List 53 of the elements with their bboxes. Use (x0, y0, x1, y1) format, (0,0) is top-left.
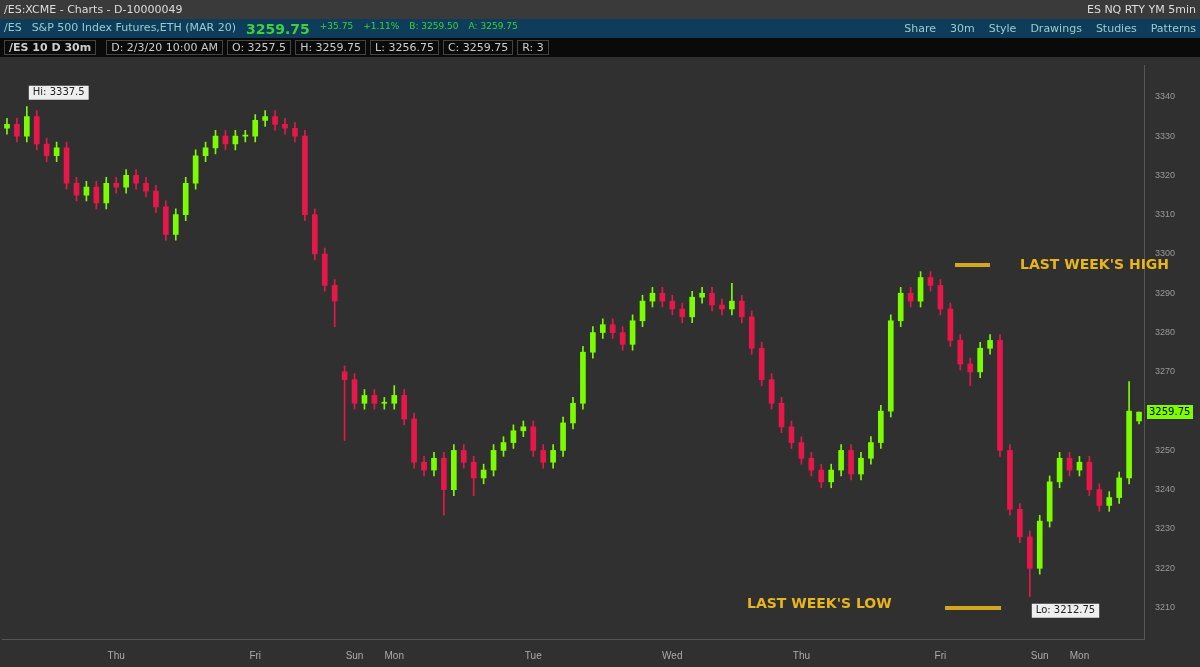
text: +35.75 (319, 20, 354, 33)
text: Style (988, 22, 1017, 35)
text: Patterns (1150, 22, 1196, 35)
text: 3259.75 (1149, 405, 1191, 417)
x-tick-label: Thu (792, 649, 811, 661)
y-tick-label: 3300 (1155, 248, 1176, 259)
annotation: Hi: 3337.5 (32, 86, 85, 98)
x-tick-label: Tue (524, 649, 543, 661)
text: C: 3259.75 (442, 40, 514, 55)
text: A: 3259.75 (468, 20, 518, 33)
text: O: 3257.5 (226, 40, 292, 55)
x-tick-label: Fri (249, 649, 262, 661)
y-tick-label: 3280 (1155, 327, 1176, 338)
y-tick-label: 3210 (1155, 602, 1176, 613)
text: D: 2/3/20 10:00 AM (106, 40, 223, 55)
y-tick-label: 3240 (1155, 484, 1176, 495)
annotation: LAST WEEK'S LOW (747, 595, 892, 611)
x-tick-label: Wed (662, 649, 683, 661)
x-tick-label: Fri (934, 649, 947, 661)
candlestick (729, 283, 735, 316)
x-tick-label: Mon (384, 649, 404, 661)
text: S&P 500 Index Futures,ETH (MAR 20) (31, 20, 237, 36)
lower-callout: LAST WEEK'S LOW (747, 595, 1001, 612)
text: L: 3256.75 (370, 40, 439, 55)
y-tick-label: 3330 (1155, 130, 1176, 141)
x-tick-label: Sun (1030, 649, 1049, 661)
candlestick (381, 397, 388, 410)
y-tick-label: 3250 (1155, 444, 1176, 455)
y-tick-label: 3270 (1155, 366, 1176, 377)
text: R: 3 (517, 40, 549, 55)
text: 3259.75 (246, 20, 310, 37)
chart-title: /ES:XCME - Charts - D-10000049 (4, 3, 183, 16)
y-tick-label: 3220 (1155, 562, 1176, 573)
text: 30m (950, 22, 975, 35)
chart-subtitle: /ES 10 D 30m (4, 40, 97, 55)
y-tick-label: 3230 (1155, 523, 1176, 534)
annotation: Lo: 3212.75 (1035, 604, 1096, 616)
y-tick-label: 3290 (1155, 287, 1176, 298)
text: B: 3259.50 (409, 20, 459, 33)
y-tick-label: 3340 (1155, 91, 1176, 102)
x-tick-label: Sun (345, 649, 364, 661)
text: H: 3259.75 (295, 40, 367, 55)
annotation: LAST WEEK'S HIGH (1020, 256, 1170, 272)
x-tick-label: Mon (1069, 649, 1090, 661)
text: Drawings (1030, 22, 1082, 35)
text: Share (904, 22, 937, 35)
text: Studies (1095, 22, 1137, 35)
text: /ES (4, 20, 22, 36)
y-tick-label: 3310 (1155, 209, 1176, 220)
x-tick-label: Thu (107, 649, 125, 661)
text: ES NQ RTY YM 5min (1086, 3, 1196, 16)
text: +1.11% (363, 20, 400, 33)
y-tick-label: 3320 (1155, 169, 1176, 180)
